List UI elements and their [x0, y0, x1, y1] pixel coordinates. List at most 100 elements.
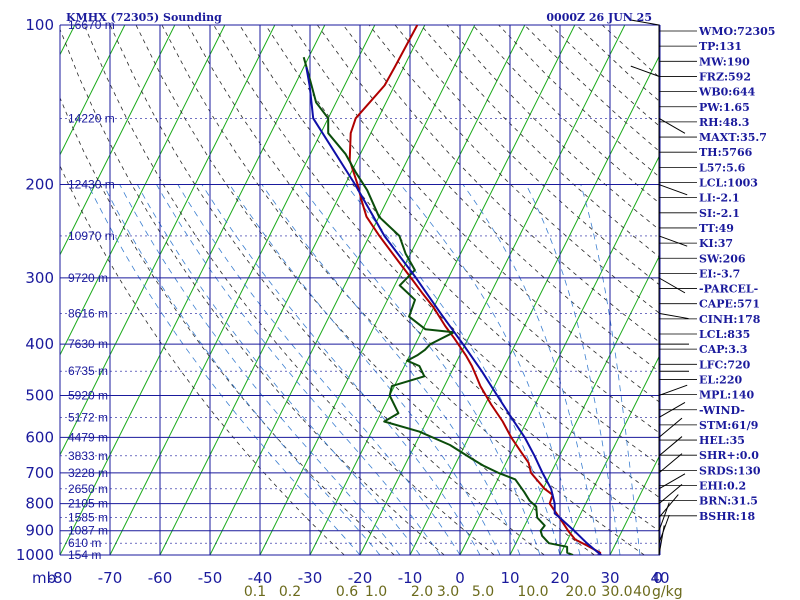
dry-adiabat-line: [420, 25, 660, 258]
height-label: 16670 m: [68, 18, 115, 32]
index-label: SHR+:0.0: [699, 449, 759, 462]
dry-adiabat-line: [60, 28, 445, 555]
temperature-line: [348, 25, 602, 555]
index-label: MPL:140: [699, 389, 755, 402]
wind-barb: [658, 525, 665, 556]
pressure-label: 100: [25, 16, 54, 34]
temperature-tick-label: -10: [398, 569, 423, 587]
mixing-ratio-label: 1.0: [365, 584, 387, 600]
dry-adiabat-line: [83, 25, 495, 555]
moist-adiabat-line: [229, 184, 501, 555]
sounding-traces: [302, 25, 602, 555]
pressure-label: 800: [25, 495, 54, 513]
index-label: LI:-2.1: [699, 192, 740, 205]
index-label: STM:61/9: [699, 419, 758, 432]
mixing-ratio-label: 3.0: [437, 584, 459, 600]
height-label: 3833 m: [68, 449, 108, 463]
pressure-label: 900: [25, 522, 54, 540]
isotherm-line: [409, 53, 660, 555]
index-label: SI:-2.1: [699, 207, 740, 220]
isotherm-line: [309, 25, 576, 555]
isotherm-line: [0, 25, 25, 555]
mixing-ratio-label: 0.2: [279, 584, 301, 600]
height-label: 154 m: [68, 548, 101, 562]
mixing-ratio-label: 2.0: [411, 584, 433, 600]
isotherm-line: [459, 153, 660, 555]
mixing-ratio-label: 40: [633, 584, 651, 600]
index-label: HEL:35: [699, 434, 745, 447]
mixing-ratio-label: 30.0: [601, 584, 632, 600]
index-label: MAXT:35.7: [699, 131, 767, 144]
temperature-tick-label: -70: [98, 569, 123, 587]
temperature-tick-labels: mb-80 -70 -60 -50 -40 -30 -20 -10 0 10 20 30 400: [32, 569, 670, 587]
height-label: 610 m: [68, 536, 101, 550]
moist-adiabat-line: [580, 184, 641, 555]
index-label: CAP:3.3: [699, 343, 747, 356]
dry-adiabat-line: [213, 25, 660, 499]
index-label: EL:220: [699, 373, 742, 386]
index-label: LCL:1003: [699, 177, 758, 190]
index-label: -WIND-: [699, 404, 745, 417]
index-label: -PARCEL-: [699, 283, 758, 296]
wind-barb: [658, 473, 686, 490]
height-label: 6735 m: [68, 364, 108, 378]
pressure-label: 200: [25, 176, 54, 194]
height-label: 3228 m: [68, 466, 108, 480]
pressure-label: 1000: [16, 546, 54, 564]
height-label: 1585 m: [68, 511, 108, 525]
dry-adiabat-line: [135, 25, 595, 555]
height-label: 8616 m: [68, 306, 108, 320]
temperature-tick-label: 10: [500, 569, 519, 587]
moist-adiabat-line: [201, 184, 481, 555]
mixing-ratio-label: 20.0: [565, 584, 596, 600]
wind-barb: [658, 494, 679, 518]
index-label: LCL:835: [699, 328, 750, 341]
mixing-ratio-label: 0.1: [244, 584, 266, 600]
wind-barb: [658, 514, 670, 544]
index-label: LFC:720: [699, 358, 751, 371]
isotherm-line: [60, 25, 326, 555]
temperature-tick-label: 30: [600, 569, 619, 587]
isotherm-line: [359, 25, 626, 555]
mixing-ratio-unit: g/kg: [652, 584, 683, 600]
isotherm-line: [159, 25, 426, 555]
height-label: 1087 m: [68, 524, 108, 538]
index-label: EHI:0.2: [699, 480, 746, 493]
chart-title: KMHX (72305) Sounding: [66, 11, 222, 24]
isotherm-line: [509, 253, 660, 555]
wind-barb: [658, 384, 688, 396]
mixing-ratio-label: 10.0: [517, 584, 548, 600]
dewpoint-line: [302, 56, 574, 555]
height-labels: 16670 m 14220 m 12430 m 10970 m 9720 m 8616 m…: [68, 18, 115, 562]
wind-barb: [630, 65, 660, 77]
index-label: SRDS:130: [699, 464, 761, 477]
height-label: 5172 m: [68, 410, 108, 424]
parcel-line: [305, 66, 602, 555]
pressure-temperature-grid: [59, 24, 661, 556]
temperature-tick-label: 0: [653, 569, 663, 587]
moist-adiabat-line: [462, 184, 601, 555]
height-label: 12430 m: [68, 178, 115, 192]
height-label: 7630 m: [68, 337, 108, 351]
isotherm-line: [60, 25, 226, 356]
dry-adiabat-line: [60, 164, 345, 555]
wind-barb: [658, 417, 683, 438]
height-label: 10970 m: [68, 229, 115, 243]
temperature-tick-label: -20: [348, 569, 373, 587]
wind-barb: [658, 453, 683, 474]
mixing-ratio-labels: 0.1 0.2 0.6 1.0 2.0 3.0 5.0 10.0 20.0 30.0 40 g/kg: [244, 584, 683, 600]
index-label: BRN:31.5: [699, 495, 758, 508]
dry-adiabat-line: [342, 25, 660, 344]
index-label: TH:5766: [699, 146, 753, 159]
index-label: CAPE:571: [699, 298, 760, 311]
isotherm-line: [609, 453, 660, 555]
temperature-tick-label: 20: [550, 569, 569, 587]
isotherm-line: [60, 25, 126, 156]
isotherm-line: [109, 25, 376, 555]
wind-barb: [658, 436, 683, 457]
temperature-tick-label: -30: [298, 569, 323, 587]
mixing-ratio-label: 0.6: [336, 584, 358, 600]
index-label: FRZ:592: [699, 70, 751, 83]
pressure-label: 600: [25, 428, 54, 446]
index-label: PW:1.65: [699, 101, 750, 114]
